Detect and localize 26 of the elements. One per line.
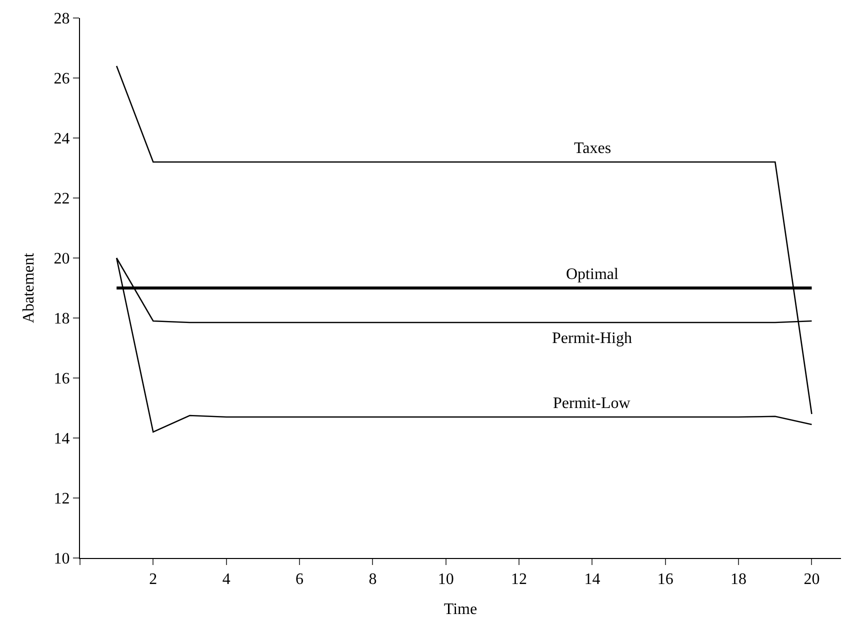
series-label: Permit-Low: [553, 395, 631, 412]
y-tick-label: 12: [54, 490, 70, 508]
y-axis-title: Abatement: [20, 252, 38, 324]
series-label: Taxes: [574, 140, 612, 157]
y-tick-label: 18: [54, 310, 70, 328]
x-tick-label: 16: [657, 571, 674, 588]
x-tick-label: 8: [368, 571, 377, 588]
series-label: Permit-High: [552, 330, 632, 347]
x-tick-label: 20: [804, 571, 820, 588]
y-tick-label: 20: [54, 250, 70, 268]
x-tick-label: 4: [222, 571, 230, 588]
y-tick-label: 22: [54, 190, 70, 208]
x-tick-label: 6: [296, 571, 304, 588]
y-tick-label: 24: [54, 130, 70, 148]
y-tick-label: 16: [54, 370, 70, 388]
x-tick-label: 2: [149, 571, 158, 588]
x-axis-title: Time: [444, 600, 478, 618]
y-tick-label: 14: [54, 430, 70, 448]
x-tick-label: 14: [584, 571, 600, 588]
series-label: Optimal: [566, 266, 619, 283]
x-tick-label: 12: [511, 571, 528, 588]
x-tick-label: 18: [730, 571, 747, 588]
x-tick-label: 10: [438, 571, 454, 588]
y-tick-label: 26: [54, 70, 70, 88]
y-tick-label: 28: [54, 10, 70, 28]
y-tick-label: 10: [54, 550, 70, 568]
